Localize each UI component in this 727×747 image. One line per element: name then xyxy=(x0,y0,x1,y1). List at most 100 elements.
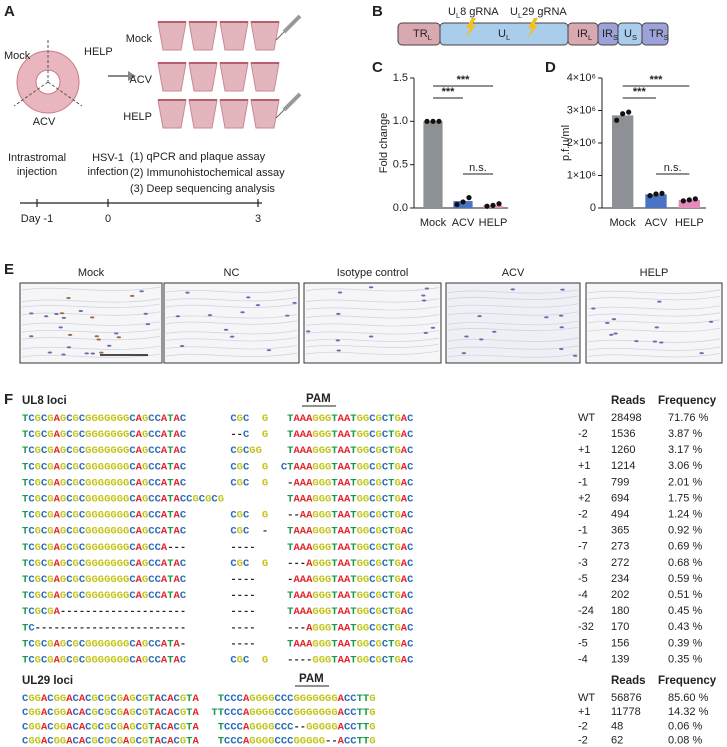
base: A xyxy=(123,735,130,747)
base: T xyxy=(22,445,28,457)
cell-nucleus xyxy=(255,304,261,307)
cell-nucleus xyxy=(368,286,374,289)
cell-nucleus xyxy=(207,314,213,317)
base: G xyxy=(293,707,299,719)
base: C xyxy=(281,721,288,733)
x-tick-label: ACV xyxy=(452,217,475,229)
base: G xyxy=(357,493,363,505)
base: - xyxy=(136,622,142,634)
base: C xyxy=(382,525,389,537)
tissue-fiber xyxy=(21,328,161,333)
base: G xyxy=(60,707,66,719)
base: G xyxy=(142,509,148,521)
sequence: TCGCGAGCGCGGGGGGGCAGCCATAC ---- TAAAGGGT… xyxy=(22,590,414,602)
base: - xyxy=(287,509,293,521)
base: A xyxy=(344,574,351,586)
base: C xyxy=(129,509,136,521)
base: C xyxy=(73,735,80,747)
base: G xyxy=(35,654,41,666)
base: C xyxy=(79,525,86,537)
base: G xyxy=(123,461,129,473)
event-label: injection xyxy=(17,166,57,178)
base: G xyxy=(312,622,318,634)
well xyxy=(250,62,280,92)
base: A xyxy=(192,735,199,747)
sequence: TCGCGAGCGCGGGGGGGCAGCCATAC CGC - TAAAGGG… xyxy=(22,525,414,537)
micrograph xyxy=(163,282,300,364)
sequence: CGGACGGACACGCGCGAGCGTACACGTA TCCCAGGGGCC… xyxy=(22,721,376,733)
base: C xyxy=(230,525,237,537)
base: T xyxy=(167,429,173,441)
needle xyxy=(275,109,285,119)
base: C xyxy=(79,542,86,554)
base: G xyxy=(60,574,66,586)
base: G xyxy=(110,590,116,602)
base: T xyxy=(22,493,28,505)
base: C xyxy=(155,461,162,473)
base: A xyxy=(155,693,162,705)
base: C xyxy=(243,558,250,570)
base: A xyxy=(161,429,168,441)
cell-nucleus xyxy=(129,294,135,297)
base: T xyxy=(350,638,356,650)
base: C xyxy=(230,721,237,733)
base: G xyxy=(60,542,66,554)
base: A xyxy=(161,542,168,554)
base: - xyxy=(300,721,306,733)
base: - xyxy=(230,429,236,441)
base: G xyxy=(123,558,129,570)
text-part: 29 gRNA xyxy=(522,6,567,18)
base: T xyxy=(22,574,28,586)
reads: 202 xyxy=(611,589,629,601)
base: G xyxy=(123,542,129,554)
data-point xyxy=(614,117,620,123)
base: G xyxy=(394,445,400,457)
cell-nucleus xyxy=(558,314,564,317)
base: G xyxy=(312,477,318,489)
arrow-head xyxy=(128,71,136,81)
base: - xyxy=(66,606,72,618)
base: A xyxy=(338,445,345,457)
indel: +1 xyxy=(578,444,591,456)
base: C xyxy=(382,461,389,473)
y-tick-label: 1.5 xyxy=(393,72,408,84)
base: C xyxy=(369,493,376,505)
base: C xyxy=(237,707,244,719)
frequency: 0.69 % xyxy=(668,541,702,553)
base: C xyxy=(66,509,73,521)
base: G xyxy=(312,590,318,602)
cell-nucleus xyxy=(368,335,374,338)
tissue-fiber xyxy=(587,338,721,343)
base: G xyxy=(117,638,123,650)
base: G xyxy=(142,477,148,489)
base: - xyxy=(123,606,129,618)
tissue-fiber xyxy=(587,346,721,351)
base: G xyxy=(268,721,274,733)
base: C xyxy=(110,721,117,733)
base: C xyxy=(41,477,48,489)
base: A xyxy=(174,654,181,666)
base: G xyxy=(60,493,66,505)
base: A xyxy=(161,509,168,521)
base: C xyxy=(155,574,162,586)
base: - xyxy=(79,622,85,634)
base: C xyxy=(79,558,86,570)
base: C xyxy=(66,654,73,666)
base: A xyxy=(338,707,345,719)
base: C xyxy=(136,693,143,705)
base: - xyxy=(237,574,243,586)
base: G xyxy=(117,574,123,586)
base: A xyxy=(161,477,168,489)
base: A xyxy=(293,429,300,441)
base: G xyxy=(249,693,255,705)
base: C xyxy=(98,693,105,705)
base: C xyxy=(344,735,351,747)
frequency: 3.17 % xyxy=(668,444,702,456)
base: G xyxy=(85,477,91,489)
base: - xyxy=(300,622,306,634)
base: G xyxy=(73,638,79,650)
base: G xyxy=(376,654,382,666)
tissue-fiber xyxy=(21,321,161,326)
base: G xyxy=(312,606,318,618)
base: A xyxy=(161,461,168,473)
